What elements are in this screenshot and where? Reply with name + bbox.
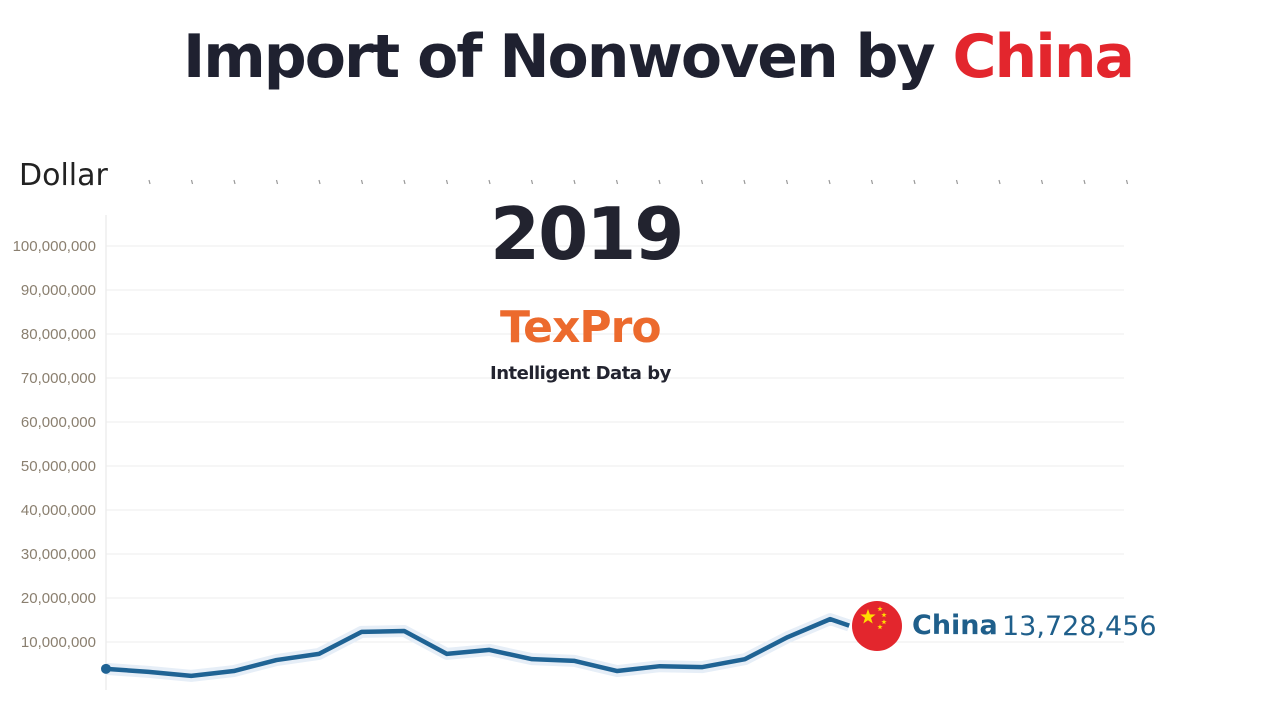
logo-tagline: Intelligent Data by xyxy=(490,363,671,384)
y-tick-label: 20,000,000 xyxy=(21,590,96,607)
y-tick-label: 30,000,000 xyxy=(21,546,96,563)
current-year: 2019 xyxy=(490,192,684,276)
x-tick xyxy=(360,179,364,185)
flag-star xyxy=(877,624,883,630)
x-tick xyxy=(1040,179,1044,185)
series-value: 13,728,456 xyxy=(1002,611,1157,642)
x-tick xyxy=(403,179,406,185)
y-tick-label: 70,000,000 xyxy=(21,370,96,387)
y-tick-label: 50,000,000 xyxy=(21,458,96,475)
x-tick xyxy=(743,179,746,185)
x-tick xyxy=(913,179,916,185)
flag-star xyxy=(881,619,887,625)
x-tick xyxy=(1125,179,1129,185)
china-flag-icon xyxy=(852,601,902,651)
title-highlight: China xyxy=(952,22,1136,92)
x-tick xyxy=(870,179,874,185)
y-tick-label: 80,000,000 xyxy=(21,326,96,343)
data-point xyxy=(101,663,111,674)
x-tick xyxy=(233,179,236,185)
x-tick xyxy=(615,179,619,185)
x-tick xyxy=(700,179,704,185)
y-tick-label: 60,000,000 xyxy=(21,414,96,431)
x-tick xyxy=(1083,179,1086,185)
x-tick xyxy=(785,179,789,185)
y-tick-label: 40,000,000 xyxy=(21,502,96,519)
x-tick xyxy=(148,179,151,185)
y-tick-label: 10,000,000 xyxy=(21,634,96,651)
series-label: China xyxy=(912,610,998,641)
texpro-logo: TexPro xyxy=(500,302,662,353)
flag-star-large xyxy=(860,609,876,624)
x-tick xyxy=(275,179,279,185)
y-axis-label: Dollar xyxy=(19,158,108,193)
x-tick xyxy=(658,179,661,185)
x-tick xyxy=(318,179,321,185)
title-text: Import of Nonwoven by xyxy=(182,22,953,92)
x-tick xyxy=(998,179,1001,185)
flag-star xyxy=(881,612,887,618)
flag-star xyxy=(877,606,883,612)
series-line-glow xyxy=(105,613,852,682)
y-tick-label: 100,000,000 xyxy=(13,238,96,255)
x-tick xyxy=(445,179,449,185)
chart-title: Import of Nonwoven by China xyxy=(0,22,1280,92)
x-tick xyxy=(488,179,491,185)
x-tick xyxy=(190,179,194,185)
x-tick xyxy=(828,179,831,185)
x-tick xyxy=(530,179,534,185)
x-tick xyxy=(955,179,959,185)
x-tick xyxy=(573,179,576,185)
y-tick-label: 90,000,000 xyxy=(21,282,96,299)
